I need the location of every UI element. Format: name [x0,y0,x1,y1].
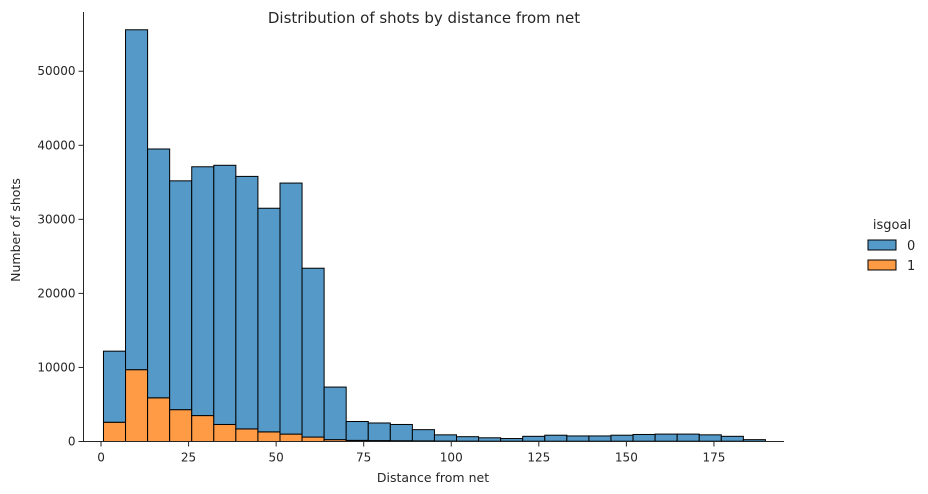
legend-swatch-1 [867,259,897,271]
x-tick-label: 0 [97,451,105,465]
bar-isgoal-1-bin-0 [102,421,127,442]
bar-isgoal-1-bin-4 [191,415,215,443]
x-tick-label: 125 [527,451,550,465]
y-tick-label: 50000 [37,64,75,78]
x-tick-label: 100 [440,451,463,465]
bar-isgoal-0-bin-11 [345,421,369,441]
x-ticks: 0 25 50 75 100 125 150 175 [97,441,725,465]
legend: isgoal 01 [867,218,915,274]
bar-isgoal-1-bin-5 [213,423,237,443]
bar-isgoal-0-bin-13 [389,423,413,442]
bar-isgoal-0-bin-10 [323,386,347,441]
bar-isgoal-0-bin-17 [478,437,502,442]
bar-isgoal-0-bin-5 [213,164,237,425]
bar-isgoal-0-bin-27 [698,434,722,442]
bar-isgoal-0-bin-3 [169,180,193,411]
y-tick-label: 10000 [37,360,75,374]
bar-isgoal-1-bin-1 [125,369,149,442]
legend-items: 01 [867,239,915,274]
y-ticks: 0 10000 20000 30000 40000 50000 [37,64,84,449]
bar-isgoal-0-bin-20 [544,434,568,442]
bar-isgoal-0-bin-22 [588,435,612,442]
x-tick-label: 50 [268,451,283,465]
y-tick-label: 30000 [37,212,75,226]
bar-isgoal-0-bin-7 [257,207,281,433]
x-tick-label: 150 [615,451,638,465]
x-tick-label: 175 [702,451,725,465]
bar-isgoal-0-bin-0 [102,350,127,423]
bar-isgoal-0-bin-18 [500,438,524,442]
bar-isgoal-1-bin-8 [279,433,303,442]
bar-isgoal-0-bin-19 [522,435,546,442]
bar-isgoal-0-bin-2 [147,148,171,399]
bar-isgoal-0-bin-15 [433,434,458,442]
y-tick-label: 20000 [37,286,75,300]
chart-title: Distribution of shots by distance from n… [268,9,580,27]
bar-isgoal-1-bin-6 [235,428,259,442]
bar-isgoal-0-bin-6 [235,175,259,430]
bar-isgoal-0-bin-25 [654,433,678,442]
bar-isgoal-0-bin-12 [367,422,391,442]
x-axis-title: Distance from net [377,470,489,485]
bar-isgoal-0-bin-28 [720,435,744,442]
bars [102,29,766,443]
bar-isgoal-0-bin-24 [632,433,656,442]
plot-area: 0 25 50 75 100 125 150 175 0 10000 20000 30000 4000… [37,12,784,465]
legend-title: isgoal [873,218,911,233]
bar-isgoal-0-bin-14 [411,429,435,442]
bar-isgoal-0-bin-26 [676,433,700,442]
legend-label-0: 0 [907,239,915,254]
y-axis-title: Number of shots [8,178,23,282]
bar-isgoal-0-bin-1 [125,29,149,371]
bar-isgoal-1-bin-3 [169,409,193,442]
y-tick-label: 0 [68,435,76,449]
bar-isgoal-0-bin-16 [456,436,480,442]
bar-isgoal-0-bin-21 [566,435,590,442]
legend-label-1: 1 [907,259,915,274]
bar-isgoal-0-bin-23 [610,434,634,442]
y-tick-label: 40000 [37,138,75,152]
legend-swatch-0 [867,239,897,251]
x-tick-label: 25 [181,451,196,465]
bar-isgoal-0-bin-4 [191,166,215,417]
bar-isgoal-1-bin-7 [257,431,281,443]
bar-isgoal-0-bin-9 [301,267,325,438]
bar-isgoal-0-bin-8 [279,182,303,435]
x-tick-label: 75 [356,451,371,465]
bar-isgoal-1-bin-9 [301,436,325,442]
bar-isgoal-1-bin-2 [147,397,171,442]
